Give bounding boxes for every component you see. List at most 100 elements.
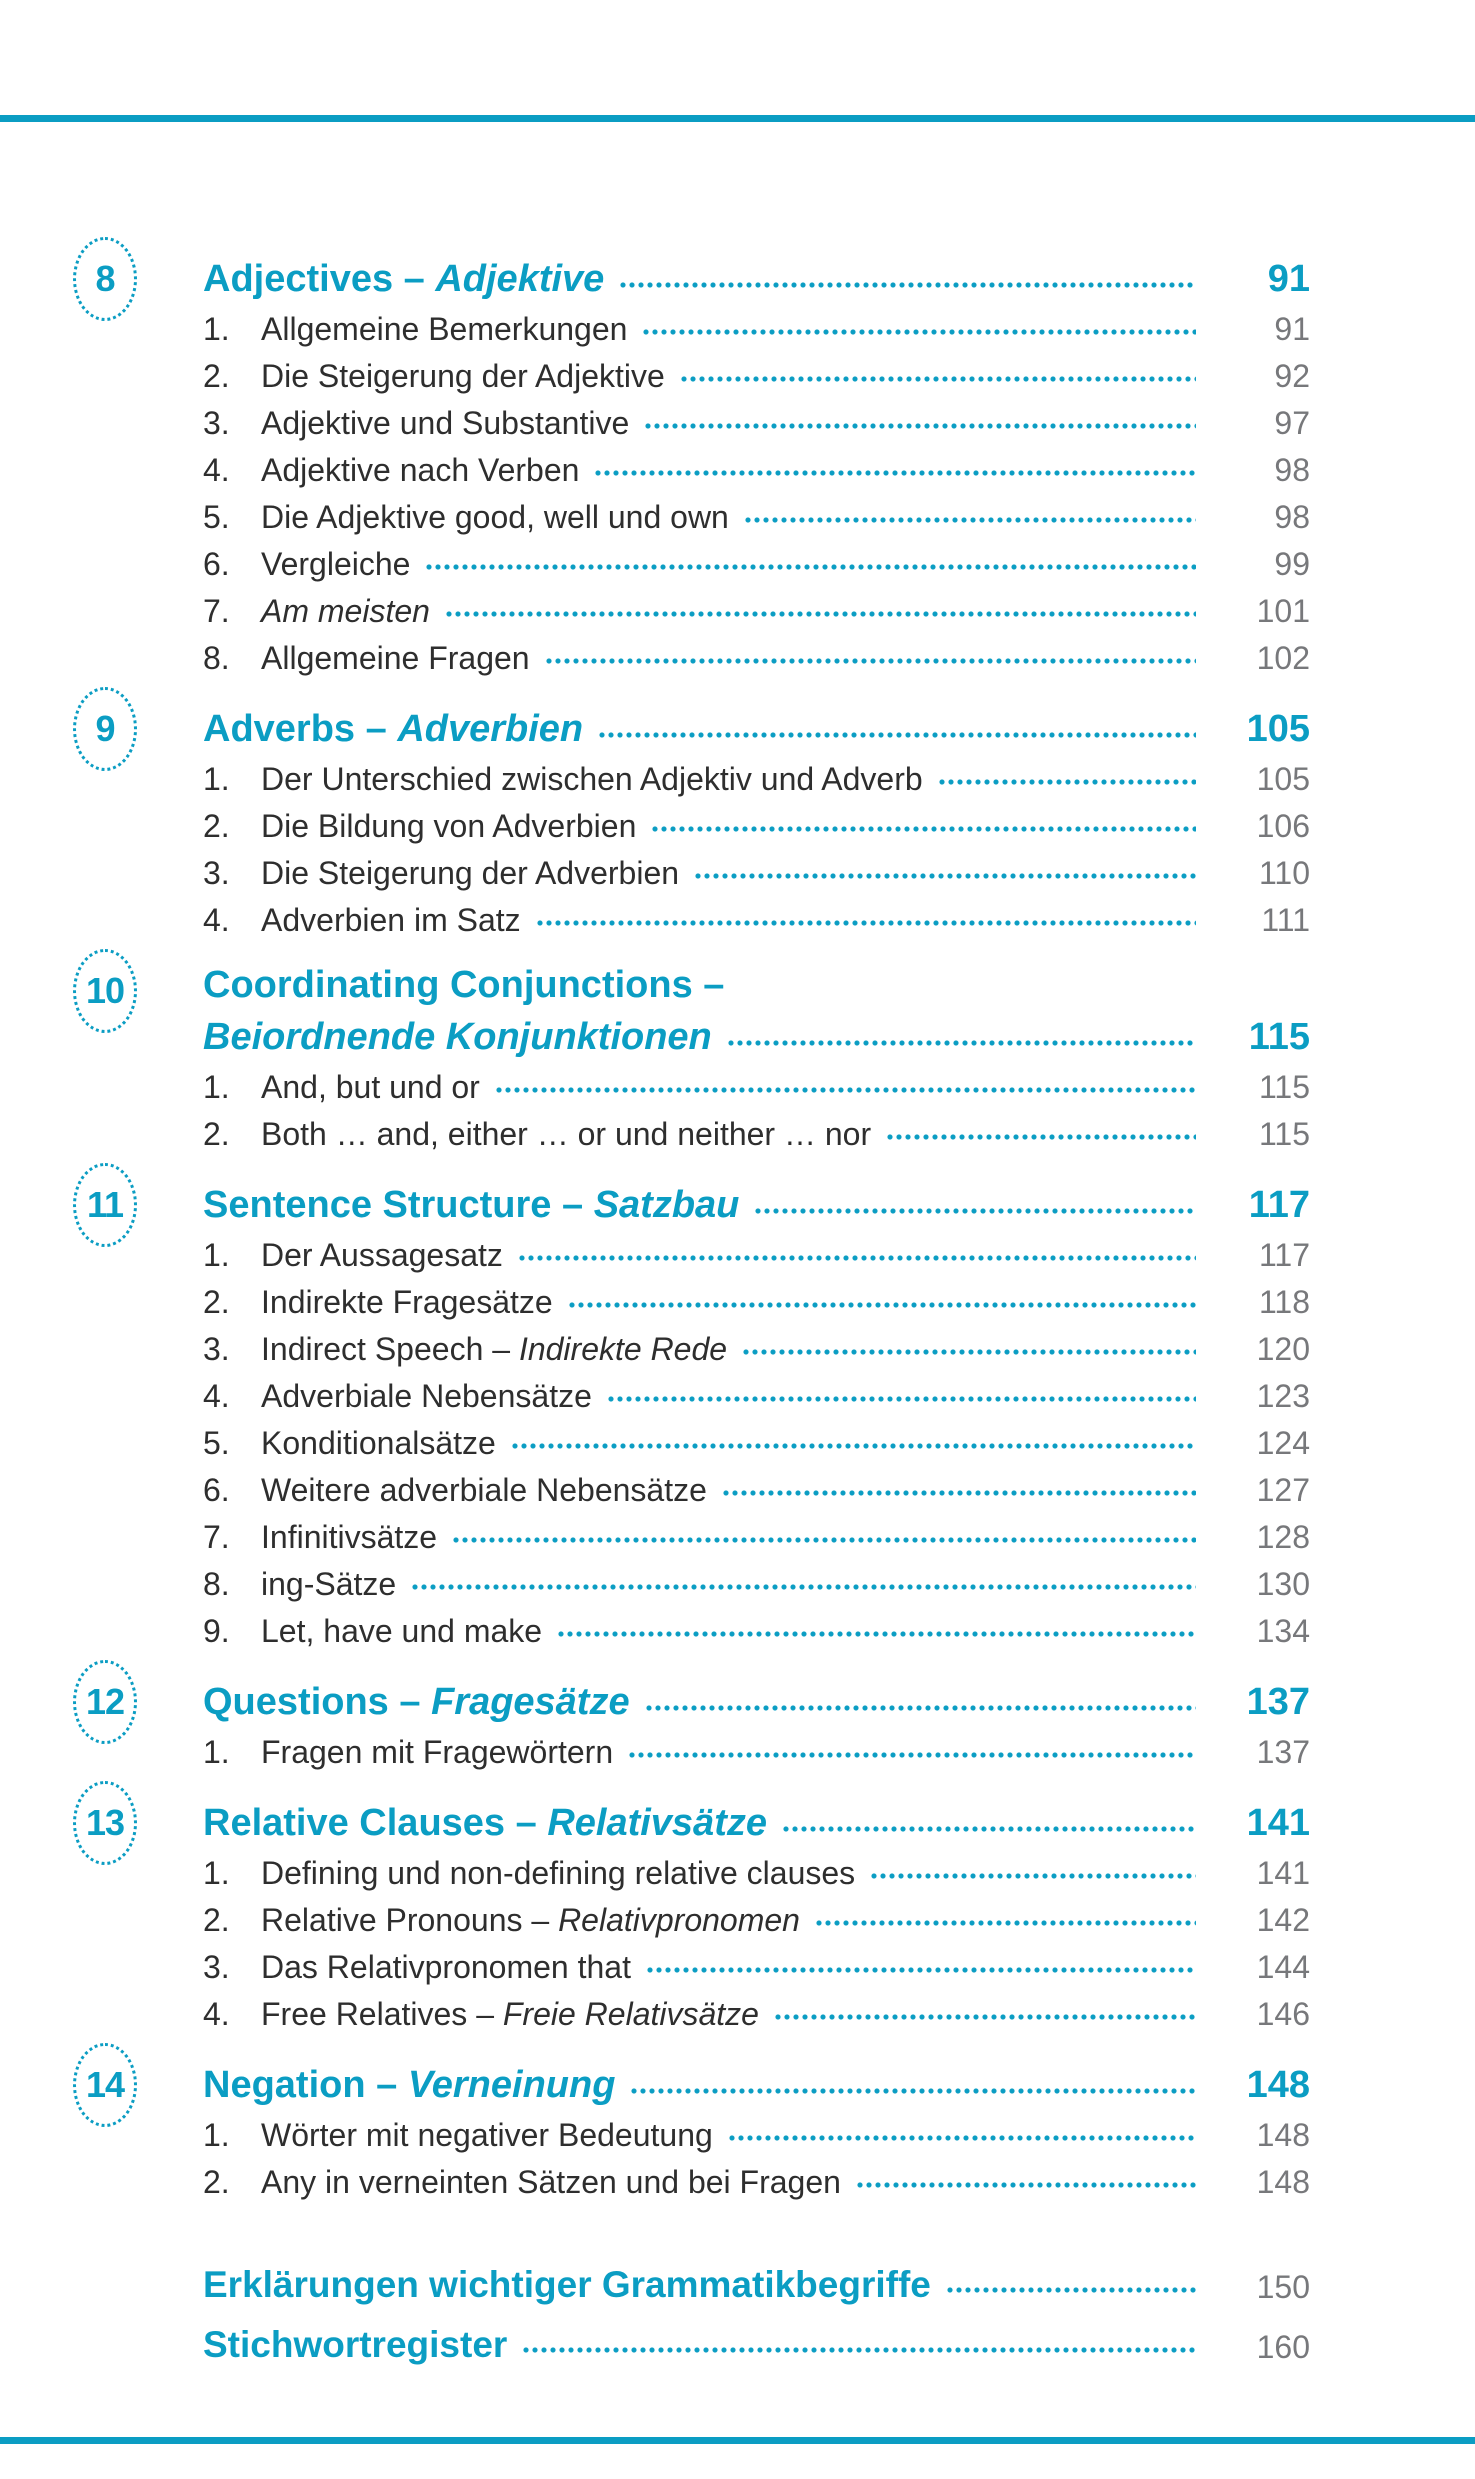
item-number: 4. bbox=[203, 1996, 230, 2032]
item-number: 1. bbox=[203, 2117, 230, 2153]
item-number: 1. bbox=[203, 1734, 230, 1770]
item-page-number: 111 bbox=[1261, 902, 1310, 938]
dotted-leader bbox=[412, 1584, 1196, 1590]
chapter-badge: 8 bbox=[73, 237, 137, 321]
item-text: Any in verneinten Sätzen und bei Fragen bbox=[261, 2166, 841, 2198]
item-text-regular: Adverbien im Satz bbox=[261, 902, 521, 938]
item-number: 5. bbox=[203, 499, 230, 535]
item-number: 6. bbox=[203, 546, 230, 582]
dotted-leader bbox=[744, 517, 1196, 523]
chapter-number: 10 bbox=[85, 970, 125, 1011]
item-number: 8. bbox=[203, 640, 230, 676]
toc-item-row: 8. Allgemeine Fragen 102 bbox=[203, 632, 1310, 679]
item-page-number: 130 bbox=[1256, 1566, 1310, 1602]
item-number: 4. bbox=[203, 1378, 230, 1414]
chapter-title-de: Relativsätze bbox=[547, 1802, 767, 1844]
chapter-badge: 9 bbox=[73, 687, 137, 771]
dotted-leader bbox=[774, 2014, 1196, 2020]
toc-item-row: 2. Both … and, either … or und neither …… bbox=[203, 1108, 1310, 1155]
chapter-number: 9 bbox=[95, 708, 115, 749]
chapter-title-de: Adjektive bbox=[435, 258, 605, 300]
chapter-rows: Coordinating Conjunctions – Beiordnende … bbox=[203, 957, 1310, 1155]
toc-chapter: 10 Coordinating Conjunctions – Beiordnen… bbox=[73, 949, 1310, 1155]
item-number: 3. bbox=[203, 1331, 230, 1367]
toc-item-row: 9. Let, have und make 134 bbox=[203, 1605, 1310, 1652]
chapter-title-de: Verneinung bbox=[407, 2064, 616, 2106]
dotted-leader bbox=[680, 376, 1196, 382]
chapter-title-en: Questions – bbox=[203, 1681, 432, 1723]
chapter-page-number: 117 bbox=[1248, 1184, 1310, 1226]
item-page-number: 128 bbox=[1256, 1519, 1310, 1555]
dotted-leader bbox=[695, 873, 1196, 879]
item-page-number: 91 bbox=[1274, 311, 1310, 347]
item-text: Let, have und make bbox=[261, 1615, 542, 1647]
chapter-number: 8 bbox=[95, 258, 115, 299]
item-page-number: 92 bbox=[1274, 358, 1310, 394]
item-text-regular: Das Relativpronomen that bbox=[261, 1949, 631, 1985]
extra-page-number: 160 bbox=[1256, 2329, 1310, 2365]
item-text-regular: ing-Sätze bbox=[261, 1566, 397, 1602]
item-number: 2. bbox=[203, 1116, 230, 1152]
item-text: Adverbiale Nebensätze bbox=[261, 1380, 592, 1412]
chapter-page-number: 141 bbox=[1246, 1802, 1310, 1844]
item-text: And, but und or bbox=[261, 1071, 480, 1103]
item-page-number: 142 bbox=[1256, 1902, 1310, 1938]
item-text: Am meisten bbox=[261, 595, 430, 627]
item-number: 2. bbox=[203, 358, 230, 394]
dotted-leader bbox=[558, 1631, 1196, 1637]
chapter-heading-row: Adjectives – Adjektive 91 bbox=[203, 245, 1310, 303]
chapter-items: 1. Allgemeine Bemerkungen 91 2. Die Stei… bbox=[203, 303, 1310, 679]
item-page-number: 118 bbox=[1258, 1284, 1310, 1320]
toc-extras: Erklärungen wichtiger Grammatikbegriffe … bbox=[203, 2248, 1310, 2368]
chapter-rows: Relative Clauses – Relativsätze 141 1. D… bbox=[203, 1789, 1310, 2035]
chapter-title-de: Adverbien bbox=[397, 708, 584, 750]
dotted-leader bbox=[722, 1490, 1196, 1496]
chapter-rows: Negation – Verneinung 148 1. Wörter mit … bbox=[203, 2051, 1310, 2203]
item-text-regular: Infinitivsätze bbox=[261, 1519, 438, 1555]
chapter-rows: Questions – Fragesätze 137 1. Fragen mit… bbox=[203, 1668, 1310, 1773]
dotted-leader bbox=[743, 1349, 1196, 1355]
chapter-heading-row: Adverbs – Adverbien 105 bbox=[203, 695, 1310, 753]
dotted-leader bbox=[595, 470, 1196, 476]
item-number: 1. bbox=[203, 1237, 230, 1273]
chapter-badge: 12 bbox=[73, 1660, 137, 1744]
toc-extra-row: Stichwortregister 160 bbox=[203, 2308, 1310, 2368]
toc-item-row: 7. Am meisten 101 bbox=[203, 585, 1310, 632]
item-page-number: 105 bbox=[1256, 761, 1310, 797]
item-number: 2. bbox=[203, 1902, 230, 1938]
dotted-leader bbox=[815, 1920, 1196, 1926]
toc-item-row: 5. Die Adjektive good, well und own 98 bbox=[203, 491, 1310, 538]
dotted-leader bbox=[426, 564, 1196, 570]
item-text: Infinitivsätze bbox=[261, 1521, 437, 1553]
dotted-leader bbox=[545, 658, 1196, 664]
item-text-italic: Relativpronomen bbox=[558, 1902, 800, 1938]
chapter-title-en-line1: Coordinating Conjunctions – bbox=[203, 964, 725, 1006]
chapter-number: 12 bbox=[85, 1681, 125, 1722]
dotted-leader bbox=[453, 1537, 1196, 1543]
chapter-page-number: 105 bbox=[1246, 708, 1310, 750]
chapter-title-de: Beiordnende Konjunktionen bbox=[203, 1016, 712, 1058]
item-page-number: 148 bbox=[1256, 2164, 1310, 2200]
toc-item-row: 4. Adverbiale Nebensätze 123 bbox=[203, 1370, 1310, 1417]
dotted-leader bbox=[782, 1826, 1196, 1832]
toc-chapter: 13 Relative Clauses – Relativsätze 141 1… bbox=[73, 1781, 1310, 2035]
chapter-page-number: 148 bbox=[1246, 2064, 1310, 2106]
dotted-leader bbox=[536, 920, 1196, 926]
item-page-number: 120 bbox=[1256, 1331, 1310, 1367]
toc-chapter: 9 Adverbs – Adverbien 105 1. Der Untersc… bbox=[73, 687, 1310, 941]
extra-title: Erklärungen wichtiger Grammatikbegriffe bbox=[203, 2264, 931, 2305]
extra-page-number: 150 bbox=[1256, 2269, 1310, 2305]
item-text-regular: Fragen mit Fragewörtern bbox=[261, 1734, 614, 1770]
item-text-regular: Relative Pronouns – bbox=[261, 1902, 559, 1938]
item-number: 1. bbox=[203, 311, 230, 347]
item-text-regular: Vergleiche bbox=[261, 546, 411, 582]
item-text: Der Aussagesatz bbox=[261, 1239, 503, 1271]
toc-chapter: 14 Negation – Verneinung 148 1. Wörter m… bbox=[73, 2043, 1310, 2203]
item-text: Vergleiche bbox=[261, 548, 410, 580]
item-page-number: 123 bbox=[1256, 1378, 1310, 1414]
item-text-regular: Both … and, either … or und neither … no… bbox=[261, 1116, 872, 1152]
chapter-heading-row: Relative Clauses – Relativsätze 141 bbox=[203, 1789, 1310, 1847]
item-text-regular: Die Adjektive good, well und own bbox=[261, 499, 729, 535]
chapter-rows: Adjectives – Adjektive 91 1. Allgemeine … bbox=[203, 245, 1310, 679]
toc-item-row: 1. Defining und non-defining relative cl… bbox=[203, 1847, 1310, 1894]
